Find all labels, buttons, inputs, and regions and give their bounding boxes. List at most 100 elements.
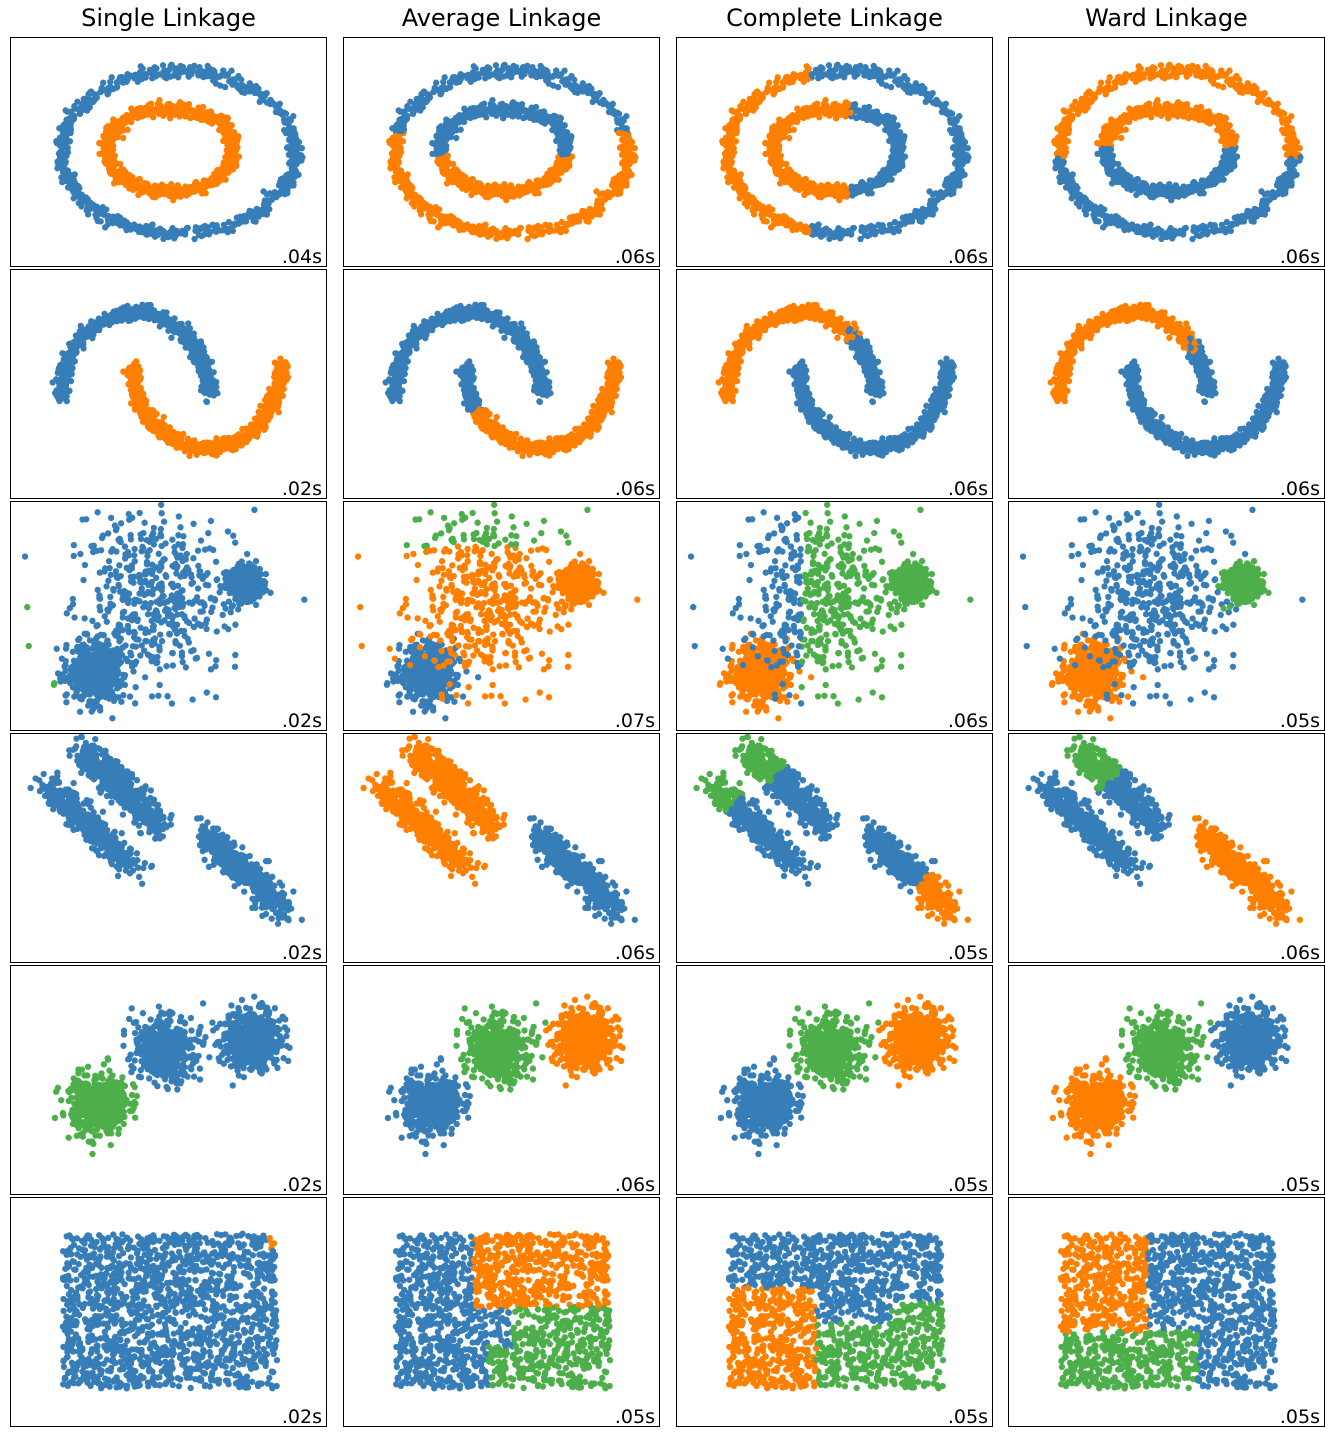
data-point (786, 134, 793, 142)
data-point (827, 186, 834, 193)
data-point (395, 166, 402, 174)
data-point (855, 66, 862, 73)
data-point (439, 161, 447, 168)
data-point (929, 191, 937, 198)
data-point (916, 217, 923, 225)
data-point (956, 165, 963, 172)
data-point (222, 176, 229, 183)
data-point (871, 231, 879, 238)
data-point (725, 133, 733, 140)
data-point (555, 176, 562, 183)
data-point (115, 120, 123, 127)
data-point (1082, 107, 1089, 114)
data-point (436, 140, 444, 147)
data-point (551, 125, 559, 133)
data-point (773, 78, 780, 86)
data-point (277, 188, 284, 196)
data-point (767, 224, 775, 231)
data-point (865, 224, 872, 231)
data-point (779, 84, 786, 91)
data-point (290, 113, 297, 120)
data-point (434, 211, 441, 219)
data-point (468, 191, 475, 199)
data-point (538, 231, 546, 238)
data-point (515, 186, 523, 193)
data-point (121, 113, 128, 121)
scatter-plot (719, 61, 972, 243)
data-point (886, 67, 893, 74)
data-point (750, 107, 757, 114)
data-point (454, 113, 461, 121)
data-point (147, 110, 154, 117)
data-point (486, 192, 493, 200)
data-point (233, 138, 241, 145)
data-point (875, 221, 882, 229)
data-point (457, 126, 464, 133)
column-title-ward-linkage: Ward Linkage (1008, 4, 1325, 32)
data-point (407, 182, 414, 190)
data-point (122, 181, 130, 189)
data-point (623, 155, 630, 163)
data-point (101, 150, 108, 157)
data-point (437, 156, 445, 163)
data-point (849, 192, 856, 199)
data-point (809, 222, 816, 230)
data-point (528, 72, 535, 79)
data-point (795, 186, 803, 193)
data-point (229, 76, 236, 83)
data-point (553, 67, 560, 74)
data-point (752, 100, 759, 108)
data-point (188, 184, 195, 191)
data-point (537, 62, 544, 70)
data-point (744, 203, 751, 210)
data-point (476, 222, 483, 230)
scatter-panel-noisy-circles-3: .06s (676, 37, 993, 267)
data-point (159, 70, 166, 77)
data-point (937, 192, 944, 199)
data-point (282, 189, 290, 196)
data-point (953, 143, 961, 151)
data-point (566, 214, 573, 221)
data-point (116, 216, 124, 223)
data-point (475, 72, 482, 79)
data-point (586, 205, 593, 213)
data-point (146, 229, 153, 237)
data-point (868, 190, 875, 197)
data-point (553, 171, 560, 178)
data-point (67, 126, 75, 133)
data-point (183, 192, 190, 199)
data-point (555, 133, 562, 141)
data-point (64, 108, 71, 115)
data-point (61, 144, 69, 151)
data-point (822, 107, 829, 114)
data-point (411, 203, 418, 210)
data-point (439, 167, 446, 174)
data-point (726, 139, 733, 146)
data-point (861, 72, 868, 79)
data-point (71, 171, 78, 178)
data-point (202, 190, 209, 197)
data-point (452, 169, 459, 177)
scatter-panel-noisy-circles-2: .06s (343, 37, 660, 267)
elapsed-time-label: .06s (948, 246, 988, 266)
data-point (135, 191, 142, 199)
data-point (751, 198, 758, 206)
data-point (877, 180, 884, 187)
data-point (285, 177, 292, 184)
data-point (107, 83, 114, 90)
data-point (78, 103, 85, 110)
data-point (290, 165, 297, 172)
data-point (493, 230, 500, 237)
data-point (725, 178, 732, 186)
data-point (500, 73, 507, 80)
data-point (462, 186, 470, 193)
data-point (930, 203, 937, 210)
data-point (506, 66, 513, 74)
data-point (248, 208, 256, 215)
data-point (785, 169, 792, 177)
data-point (801, 191, 808, 199)
data-point (157, 102, 165, 110)
data-point (205, 231, 213, 238)
data-point (848, 186, 856, 193)
data-point (581, 208, 589, 215)
